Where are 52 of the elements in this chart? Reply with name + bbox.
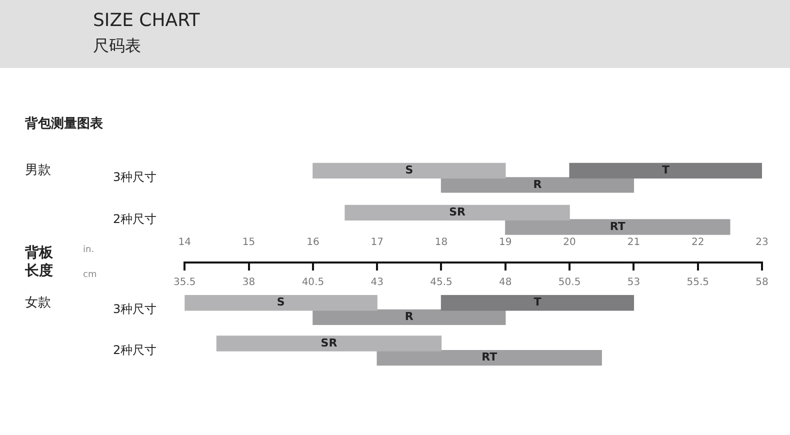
y-tick-label: 2种尺寸 — [112, 342, 157, 357]
x2-tick-label: 50.5 — [558, 277, 581, 288]
series-label: T — [662, 164, 670, 177]
text: RT — [482, 350, 498, 364]
x2-tick-label: 43 — [370, 277, 384, 288]
bar — [440, 295, 634, 311]
bar — [505, 219, 730, 235]
x-tick-label: 21 — [627, 237, 640, 248]
x-tick-label: 16 — [306, 237, 320, 248]
x2-axis-title: cm — [83, 270, 97, 280]
x-tick-label: 19 — [499, 237, 512, 248]
y-tick-label: 3种尺寸 — [112, 302, 157, 316]
x2-tick-label: 40.5 — [302, 277, 324, 288]
chart-title: SIZE CHART — [93, 10, 200, 31]
text: SR — [320, 336, 338, 350]
bar — [569, 162, 762, 178]
text: S — [276, 296, 285, 309]
x2-tick-label: 53 — [627, 277, 640, 288]
x2-tick-label: 38 — [242, 277, 256, 288]
y-tick-label: 2种尺寸 — [112, 212, 157, 226]
x2-tick-label: 58 — [756, 277, 768, 288]
x-tick-label: 14 — [178, 237, 191, 248]
bar — [312, 309, 506, 326]
bar — [184, 295, 378, 311]
x-tick-label: 15 — [242, 237, 256, 248]
bar — [312, 162, 506, 178]
bar — [216, 336, 442, 352]
chart-subtitle: 尺码表 — [93, 36, 141, 57]
y-tick-label: 3种尺寸 — [112, 170, 157, 184]
x-tick-label: 18 — [434, 237, 448, 248]
series-label: R — [533, 178, 542, 191]
text: T — [534, 296, 542, 309]
text: 男款 — [25, 163, 51, 178]
text: 女款 — [25, 295, 51, 310]
x2-tick-label: 48 — [499, 277, 512, 288]
x2-tick-label: 55.5 — [686, 277, 709, 288]
text: 背板长度 — [24, 245, 54, 280]
series-label: S — [405, 164, 414, 177]
x2-tick-label: 35.5 — [174, 277, 196, 288]
series-label: SR — [449, 206, 466, 219]
series-label: RT — [610, 220, 626, 233]
x-tick-label: 22 — [691, 237, 704, 248]
text: R — [404, 310, 414, 324]
x-tick-label: 17 — [370, 237, 384, 248]
x-tick-label: 23 — [756, 237, 768, 248]
bar — [344, 204, 570, 220]
bar — [440, 177, 634, 193]
bar — [376, 350, 602, 366]
text: 背包测量图表 — [24, 115, 104, 132]
x-axis-title: in. — [83, 244, 94, 255]
x-tick-label: 20 — [563, 237, 576, 248]
x2-tick-label: 45.5 — [430, 277, 452, 288]
